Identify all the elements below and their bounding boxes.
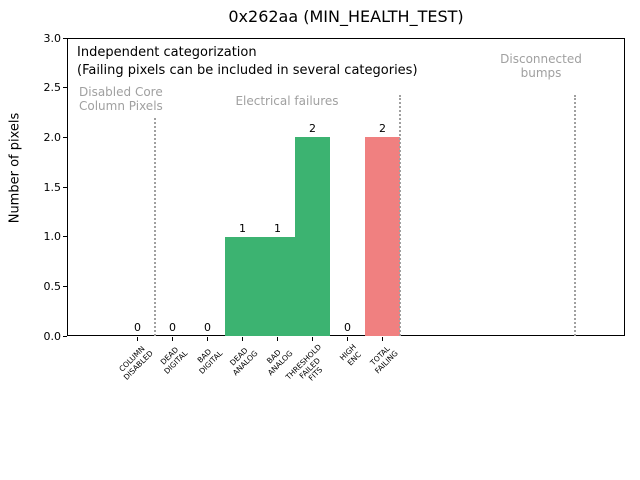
x-tick-mark bbox=[137, 337, 138, 341]
bar-threshold-failed-fits bbox=[295, 137, 330, 336]
plot-area-border bbox=[67, 38, 625, 336]
bar-value-label-total-failing: 2 bbox=[379, 122, 386, 136]
bar-value-label-bad-analog: 1 bbox=[274, 221, 281, 235]
section-divider-line bbox=[154, 118, 156, 336]
multi-category-note: (Failing pixels can be included in sever… bbox=[77, 63, 418, 78]
section-electrical-failures: Electrical failures bbox=[235, 94, 339, 108]
bar-value-label-bad-digital: 0 bbox=[204, 321, 211, 334]
bar-bad-analog bbox=[260, 236, 295, 336]
y-tick-label: 0.5 bbox=[43, 279, 62, 293]
y-tick-mark bbox=[63, 285, 67, 287]
y-tick-mark bbox=[63, 186, 67, 188]
x-tick-label-column-disabled: COLUMN DISABLED bbox=[116, 344, 155, 382]
y-tick-mark bbox=[63, 37, 67, 39]
y-axis-label: Number of pixels bbox=[7, 112, 23, 224]
x-tick-label-dead-analog: DEAD ANALOG bbox=[228, 345, 260, 377]
x-tick-mark bbox=[347, 337, 348, 341]
x-tick-label-high-enc: HIGH ENC bbox=[338, 342, 363, 368]
bar-total-failing bbox=[365, 137, 400, 336]
x-tick-mark bbox=[312, 337, 313, 341]
bar-value-label-threshold-failed-fits: 2 bbox=[309, 122, 316, 136]
x-tick-mark bbox=[207, 337, 208, 341]
bar-dead-analog bbox=[225, 236, 260, 336]
y-tick-label: 2.5 bbox=[43, 81, 62, 95]
x-tick-mark bbox=[242, 337, 243, 341]
bar-value-label-dead-digital: 0 bbox=[169, 321, 176, 334]
y-tick-label: 1.5 bbox=[43, 180, 62, 194]
chart-title: 0x262aa (MIN_HEALTH_TEST) bbox=[228, 7, 464, 26]
x-tick-label-total-failing: TOTAL FAILING bbox=[368, 344, 400, 376]
bar-value-label-high-enc: 0 bbox=[344, 321, 351, 334]
y-tick-mark bbox=[63, 335, 67, 337]
x-tick-mark bbox=[382, 337, 383, 341]
y-tick-label: 1.0 bbox=[43, 230, 62, 244]
y-tick-label: 0.0 bbox=[43, 329, 62, 343]
y-tick-mark bbox=[63, 136, 67, 138]
section-divider-line bbox=[399, 95, 401, 336]
x-tick-mark bbox=[277, 337, 278, 341]
independent-categorization-note: Independent categorization bbox=[77, 45, 257, 60]
section-disabled-core-column-pixels: Disabled Core Column Pixels bbox=[79, 85, 163, 114]
y-tick-mark bbox=[63, 236, 67, 238]
bar-value-label-dead-analog: 1 bbox=[239, 221, 246, 235]
y-tick-mark bbox=[63, 87, 67, 89]
bar-value-label-column-disabled: 0 bbox=[134, 321, 141, 334]
x-tick-label-bad-digital: BAD DIGITAL bbox=[195, 346, 225, 376]
x-tick-label-dead-digital: DEAD DIGITAL bbox=[158, 345, 190, 376]
y-tick-label: 2.0 bbox=[43, 130, 62, 144]
x-tick-mark bbox=[172, 337, 173, 341]
section-divider-line bbox=[574, 95, 576, 336]
section-disconnected-bumps: Disconnected bumps bbox=[500, 52, 582, 81]
y-tick-label: 3.0 bbox=[43, 31, 62, 45]
x-tick-label-threshold-failed-fits: THRESHOLD FAILED FITS bbox=[283, 342, 325, 383]
